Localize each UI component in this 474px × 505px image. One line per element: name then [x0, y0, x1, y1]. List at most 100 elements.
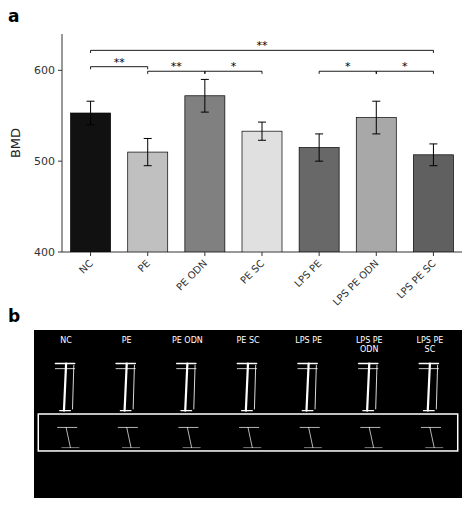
- bone-line: [426, 447, 443, 448]
- bone-line: [183, 447, 200, 448]
- error-cap: [144, 138, 152, 139]
- bone-line: [298, 363, 317, 365]
- bone-label-line: PE ODN: [172, 336, 203, 345]
- error-bar: [315, 134, 323, 161]
- bone-line: [187, 427, 191, 447]
- bone-line: [122, 447, 139, 448]
- bar: [242, 131, 282, 252]
- error-cap: [258, 140, 266, 141]
- bone-line: [194, 365, 195, 409]
- bone-line: [304, 447, 321, 448]
- error-cap: [258, 122, 266, 123]
- bone-line: [177, 363, 196, 365]
- significance-label: *: [345, 60, 351, 73]
- bone-line: [302, 410, 313, 411]
- bone-line: [58, 427, 77, 428]
- bone-line: [62, 447, 79, 448]
- error-cap: [201, 79, 209, 80]
- significance-label: *: [402, 60, 408, 73]
- bone-line: [244, 447, 261, 448]
- bone-line: [185, 364, 187, 411]
- error-stem: [204, 79, 205, 112]
- y-tick: [58, 252, 62, 253]
- x-tick-label: LPS PE ODN: [331, 258, 381, 308]
- bone-line: [248, 427, 252, 447]
- error-bar: [372, 101, 380, 134]
- y-tick-label: 600: [34, 64, 55, 77]
- bone-line: [436, 365, 437, 409]
- bone-line: [181, 410, 192, 411]
- x-tick: [262, 252, 263, 256]
- error-cap: [429, 143, 437, 144]
- error-bar: [201, 79, 209, 112]
- bone-line: [133, 365, 134, 409]
- bone-label: PE SC: [236, 336, 260, 345]
- bone-line: [73, 365, 74, 409]
- bone-line: [421, 427, 440, 428]
- y-axis-label: BMD: [8, 128, 23, 158]
- bone-line: [376, 365, 377, 409]
- x-tick-label: LPS PE SC: [395, 258, 438, 301]
- error-bar: [144, 138, 152, 165]
- bone-line: [55, 368, 74, 369]
- bone: [419, 364, 443, 448]
- error-cap: [87, 101, 95, 102]
- x-tick-label: PE SC: [238, 258, 266, 286]
- bone-label-line: SC: [425, 345, 436, 354]
- bone-line: [430, 427, 434, 447]
- x-tick: [90, 252, 91, 256]
- bone-line: [300, 427, 319, 428]
- y-tick-label: 400: [34, 246, 55, 259]
- x-tick: [204, 252, 205, 256]
- error-stem: [90, 101, 91, 125]
- significance-label: *: [231, 60, 237, 73]
- bar: [299, 148, 339, 252]
- error-cap: [87, 124, 95, 125]
- bone-label-line: ODN: [360, 345, 378, 354]
- bone-line: [254, 365, 255, 409]
- bar: [413, 155, 453, 252]
- x-tick: [147, 252, 148, 256]
- x-tick-label: PE: [136, 258, 153, 275]
- error-bar: [87, 101, 95, 125]
- error-cap: [315, 133, 323, 134]
- title: b: [8, 306, 20, 326]
- y-tick: [58, 161, 62, 162]
- title: a: [8, 6, 19, 26]
- bone-line: [242, 410, 253, 411]
- y-tick-label: 500: [34, 155, 55, 168]
- bone-line: [239, 427, 258, 428]
- bone-label: LPS PEODN: [356, 336, 383, 354]
- error-stem: [147, 138, 148, 165]
- error-stem: [376, 101, 377, 134]
- bone-line: [369, 427, 373, 447]
- bone-label-line: PE: [122, 336, 132, 345]
- error-stem: [262, 122, 263, 140]
- x-tick-label: LPS PE: [292, 258, 323, 289]
- plot-area: [71, 79, 454, 252]
- bone-line: [423, 410, 434, 411]
- bone-line: [237, 363, 256, 365]
- bone-line: [177, 368, 196, 369]
- bone-line: [361, 427, 380, 428]
- error-bar: [258, 122, 266, 140]
- error-cap: [429, 165, 437, 166]
- bone-line: [419, 363, 438, 365]
- bone-line: [179, 427, 198, 428]
- bone-line: [363, 410, 374, 411]
- significance-label: **: [257, 39, 269, 52]
- bone-line: [309, 427, 313, 447]
- error-stem: [319, 134, 320, 161]
- error-cap: [372, 101, 380, 102]
- bone-label: LPS PE: [295, 336, 322, 345]
- bone-line: [116, 368, 135, 369]
- y-tick: [58, 70, 62, 71]
- bar: [128, 152, 168, 252]
- bone-label: PE: [122, 336, 132, 345]
- error-bar: [429, 144, 437, 166]
- bone-line: [64, 364, 66, 411]
- bar: [185, 96, 225, 252]
- bone-line: [367, 364, 369, 411]
- bone-line: [315, 365, 316, 409]
- bone: [298, 364, 322, 448]
